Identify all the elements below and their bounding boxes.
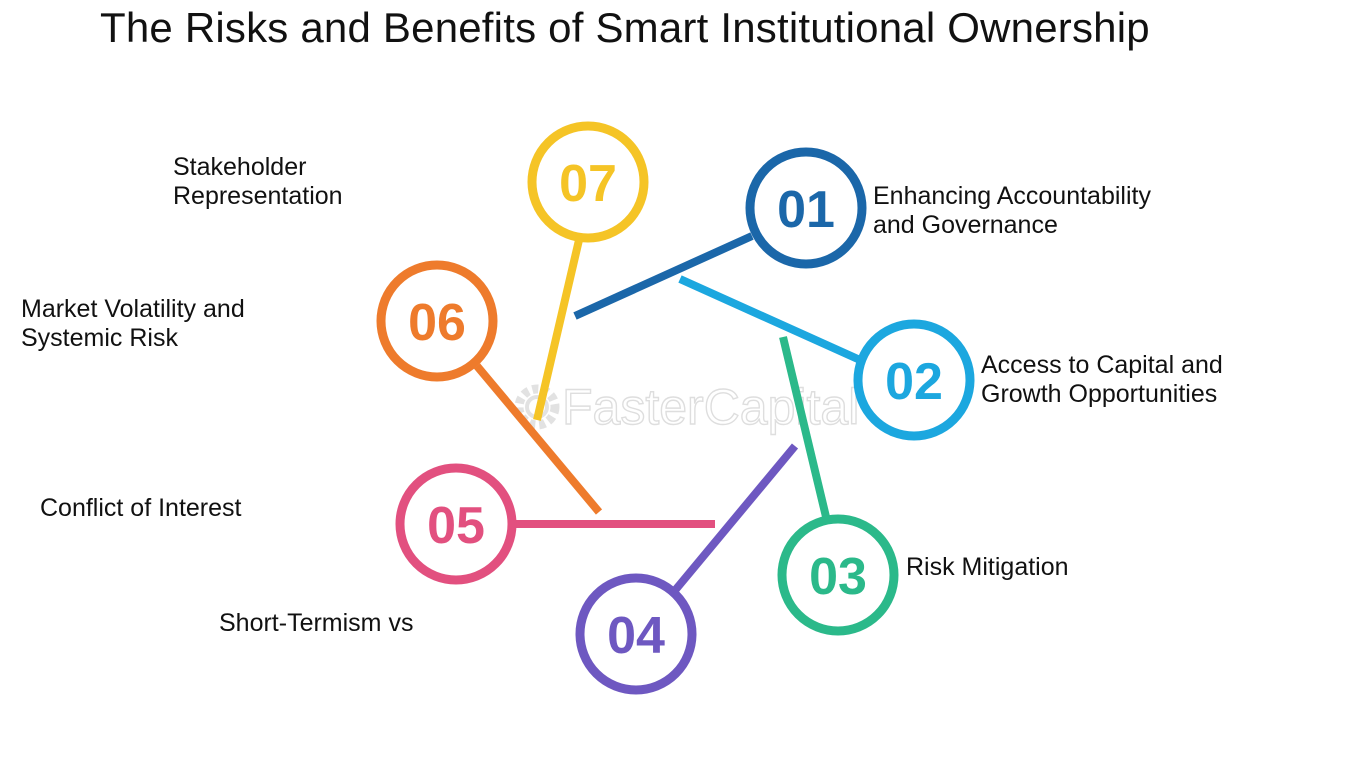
circle-number-04: 04: [607, 607, 665, 665]
circle-number-05: 05: [427, 497, 485, 555]
label-02: Access to Capital and Growth Opportuniti…: [981, 351, 1223, 409]
circle-number-02: 02: [885, 353, 943, 411]
label-06-line-1: Market Volatility and: [21, 295, 245, 323]
circle-03: 03: [777, 514, 899, 636]
circle-04: 04: [575, 573, 697, 695]
circle-number-06: 06: [408, 294, 466, 352]
label-05: Conflict of Interest: [40, 494, 241, 523]
label-07: Stakeholder Representation: [173, 153, 343, 211]
label-03: Risk Mitigation: [906, 553, 1069, 582]
connectors: [473, 232, 862, 597]
circle-05: 05: [395, 463, 517, 585]
connector-01: [573, 232, 754, 320]
connector-06: [473, 363, 603, 515]
circle-06: 06: [376, 260, 498, 382]
circle-02: 02: [853, 319, 975, 441]
connector-07: [533, 239, 583, 421]
label-01: Enhancing Accountability and Governance: [873, 182, 1151, 240]
circle-01: 01: [745, 147, 867, 269]
label-03-line-1: Risk Mitigation: [906, 553, 1069, 581]
watermark-text: FasterCapital: [562, 379, 859, 435]
circle-07: 07: [527, 121, 649, 243]
label-07-line-1: Stakeholder: [173, 153, 307, 181]
label-01-line-2: and Governance: [873, 211, 1058, 239]
circle-number-01: 01: [777, 181, 835, 239]
diagram-title: The Risks and Benefits of Smart Institut…: [100, 4, 1150, 51]
circle-number-03: 03: [809, 548, 867, 606]
label-02-line-2: Growth Opportunities: [981, 380, 1218, 408]
connector-02: [678, 275, 862, 364]
connector-04: [668, 443, 799, 597]
label-04-line-1: Short-Termism vs: [219, 609, 414, 637]
label-06: Market Volatility and Systemic Risk: [21, 295, 245, 353]
label-01-line-1: Enhancing Accountability: [873, 182, 1151, 210]
watermark: FasterCapital: [514, 378, 860, 436]
connector-03: [779, 336, 831, 522]
label-06-line-2: Systemic Risk: [21, 324, 178, 352]
label-07-line-2: Representation: [173, 182, 343, 210]
label-05-line-1: Conflict of Interest: [40, 494, 242, 522]
circle-number-07: 07: [559, 155, 617, 213]
label-02-line-1: Access to Capital and: [981, 351, 1223, 379]
label-04: Short-Termism vs: [219, 609, 413, 638]
